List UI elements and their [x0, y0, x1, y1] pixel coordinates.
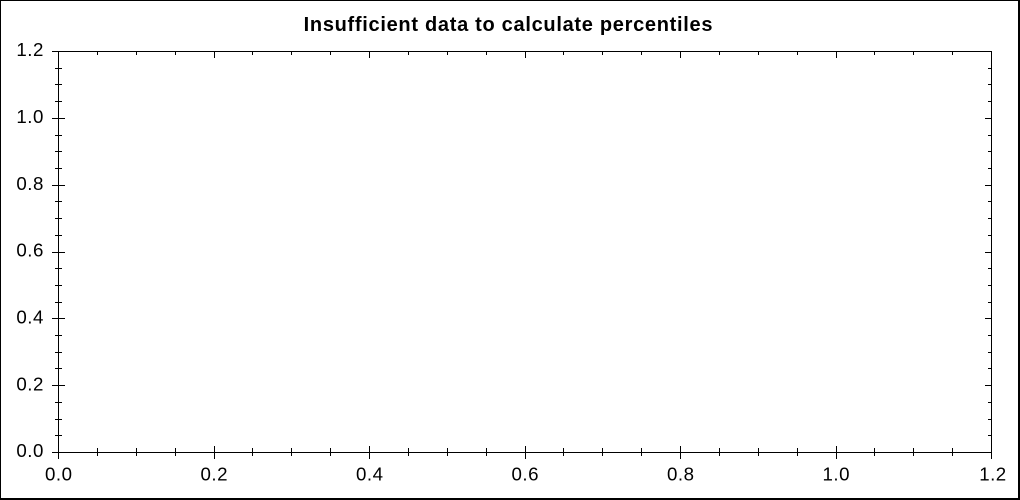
svg-text:1.2: 1.2 — [979, 463, 1006, 484]
svg-text:0.2: 0.2 — [16, 373, 43, 394]
svg-text:0.8: 0.8 — [667, 463, 694, 484]
svg-text:0.2: 0.2 — [201, 463, 228, 484]
svg-text:1.0: 1.0 — [16, 106, 43, 127]
svg-text:0.0: 0.0 — [45, 463, 72, 484]
svg-text:0.6: 0.6 — [512, 463, 539, 484]
svg-text:1.2: 1.2 — [16, 39, 43, 60]
svg-text:0.6: 0.6 — [16, 240, 43, 261]
svg-text:1.0: 1.0 — [823, 463, 850, 484]
svg-text:0.4: 0.4 — [356, 463, 383, 484]
svg-text:0.4: 0.4 — [16, 307, 43, 328]
svg-text:Insufficient data to calculate: Insufficient data to calculate percentil… — [304, 14, 714, 36]
svg-text:0.8: 0.8 — [16, 173, 43, 194]
svg-text:0.0: 0.0 — [16, 440, 43, 461]
